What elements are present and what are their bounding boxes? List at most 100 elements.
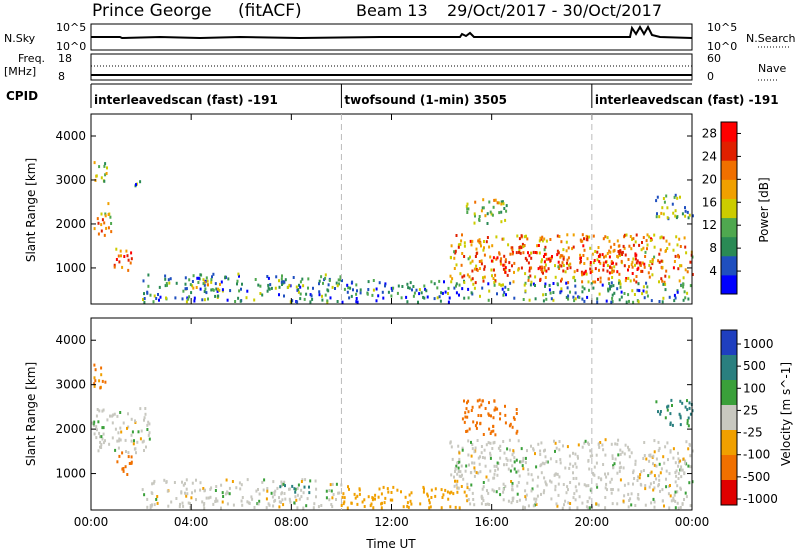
- data-cell: [328, 498, 331, 502]
- data-cell: [111, 436, 114, 440]
- data-cell: [681, 502, 684, 506]
- colorbar-tick-label: -500: [743, 470, 770, 484]
- data-cell: [246, 500, 249, 504]
- data-cell: [599, 253, 601, 257]
- data-cell: [474, 214, 476, 218]
- data-cell: [98, 409, 101, 413]
- data-cell: [259, 292, 262, 295]
- data-cell: [588, 496, 591, 500]
- data-cell: [140, 429, 143, 433]
- data-cell: [165, 282, 168, 285]
- data-cell: [535, 465, 538, 469]
- data-cell: [554, 264, 556, 268]
- data-cell: [575, 489, 578, 493]
- data-cell: [577, 295, 580, 299]
- colorbar-tick-label: 20: [702, 172, 717, 186]
- data-cell: [583, 483, 586, 487]
- data-cell: [586, 295, 589, 299]
- data-cell: [340, 504, 343, 507]
- data-cell: [661, 499, 664, 503]
- data-cell: [181, 480, 183, 484]
- data-cell: [468, 463, 470, 467]
- data-cell: [211, 288, 214, 292]
- data-cell: [538, 251, 541, 255]
- data-cell: [560, 264, 563, 268]
- data-cell: [689, 454, 692, 458]
- data-cell: [210, 288, 213, 292]
- data-cell: [165, 296, 167, 300]
- data-cell: [128, 462, 131, 465]
- data-cell: [519, 460, 522, 464]
- colorbar-tick-label: -100: [743, 448, 770, 462]
- data-cell: [346, 290, 349, 294]
- data-cell: [545, 239, 548, 243]
- data-cell: [621, 250, 624, 254]
- data-cell: [620, 259, 623, 263]
- data-cell: [458, 506, 461, 510]
- data-cell: [559, 291, 562, 295]
- data-cell: [488, 245, 491, 249]
- data-cell: [652, 488, 655, 492]
- power-colorbar-label: Power [dB]: [757, 177, 771, 242]
- data-cell: [232, 503, 235, 507]
- data-cell: [341, 279, 343, 283]
- data-cell: [94, 379, 97, 383]
- data-cell: [193, 296, 196, 300]
- data-cell: [274, 498, 277, 502]
- data-cell: [459, 272, 462, 276]
- colorbar-tick-label: 16: [702, 195, 717, 209]
- data-cell: [93, 384, 96, 388]
- data-cell: [544, 263, 547, 267]
- data-cell: [677, 267, 680, 271]
- data-cell: [674, 471, 677, 474]
- data-cell: [355, 292, 358, 296]
- data-cell: [341, 495, 344, 499]
- data-cell: [518, 250, 520, 254]
- data-cell: [608, 239, 611, 243]
- data-cell: [132, 442, 135, 446]
- data-cell: [95, 436, 98, 440]
- data-cell: [386, 487, 389, 491]
- data-cell: [556, 253, 559, 257]
- data-cell: [185, 300, 188, 304]
- data-cell: [410, 502, 413, 506]
- data-cell: [508, 438, 511, 442]
- data-cell: [203, 502, 206, 505]
- data-cell: [589, 246, 592, 250]
- data-cell: [192, 274, 195, 278]
- data-cell: [525, 258, 528, 262]
- noise-sky-line: [91, 24, 693, 40]
- data-cell: [236, 279, 239, 283]
- data-cell: [548, 283, 551, 287]
- data-cell: [100, 229, 103, 233]
- data-cell: [513, 456, 516, 460]
- data-cell: [611, 488, 614, 491]
- data-cell: [443, 280, 445, 284]
- data-cell: [465, 430, 468, 433]
- data-cell: [566, 485, 569, 489]
- data-cell: [508, 269, 511, 272]
- data-cell: [479, 455, 481, 459]
- data-cell: [645, 281, 648, 285]
- data-cell: [502, 263, 505, 267]
- data-cell: [549, 291, 552, 295]
- data-cell: [655, 457, 658, 461]
- data-cell: [612, 249, 615, 253]
- data-cell: [104, 439, 106, 443]
- data-cell: [655, 400, 658, 404]
- data-cell: [375, 287, 378, 291]
- data-cell: [689, 465, 692, 469]
- data-cell: [192, 286, 195, 290]
- data-cell: [574, 279, 577, 283]
- data-cell: [632, 469, 635, 473]
- data-cell: [674, 296, 677, 300]
- data-cell: [466, 482, 469, 486]
- data-cell: [102, 441, 105, 445]
- data-cell: [511, 248, 514, 252]
- data-cell: [100, 212, 103, 216]
- data-cell: [356, 502, 359, 506]
- data-cell: [610, 442, 613, 446]
- data-cell: [630, 451, 633, 455]
- data-cell: [454, 505, 457, 509]
